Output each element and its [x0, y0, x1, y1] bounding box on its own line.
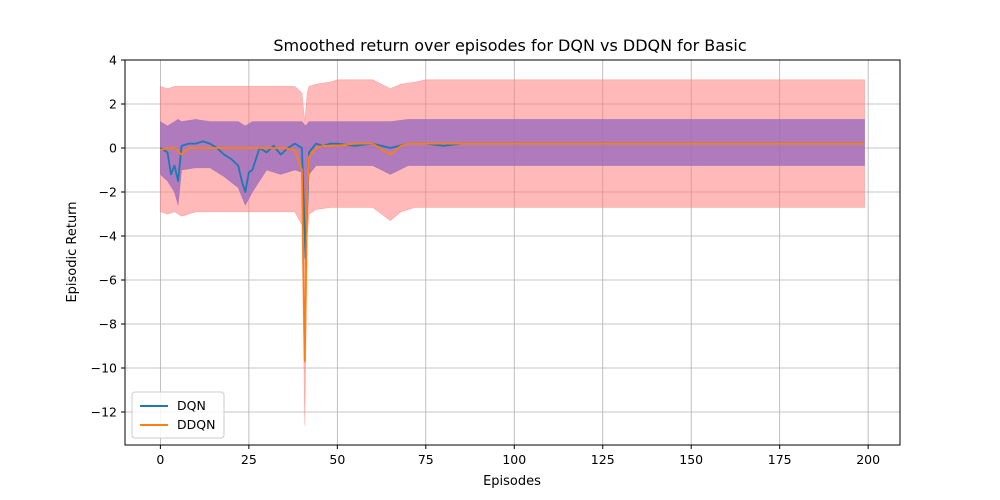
y-tick-label: 0: [109, 141, 117, 156]
ddqn-line: [160, 142, 865, 363]
ddqn-band: [160, 79, 865, 426]
x-tick-label: 75: [418, 452, 434, 467]
legend-dqn-label: DQN: [177, 398, 206, 413]
x-tick-label: 175: [768, 452, 792, 467]
y-tick-label: −12: [91, 405, 117, 420]
y-tick-label: −10: [91, 361, 117, 376]
x-axis-label: Episodes: [483, 474, 541, 489]
y-tick-label: 4: [109, 53, 117, 68]
confidence-bands: [160, 79, 865, 426]
y-tick-label: −2: [99, 185, 117, 200]
y-axis-label: Episodic Return: [65, 201, 80, 302]
x-tick-label: 200: [856, 452, 880, 467]
y-tick-label: −4: [99, 229, 117, 244]
legend-box: [131, 391, 225, 439]
chart-title: Smoothed return over episodes for DQN vs…: [273, 36, 746, 55]
x-tick-label: 125: [591, 452, 615, 467]
x-tick-label: 25: [241, 452, 257, 467]
x-tick-label: 0: [156, 452, 164, 467]
plot-frame: [124, 59, 901, 446]
series-lines: [159, 140, 865, 363]
legend: DQN DDQN: [131, 391, 225, 439]
dqn-band: [160, 119, 865, 270]
x-tick-label: 150: [679, 452, 703, 467]
axis-ticks: 0 25 50 75 100 125 150 175 200 −12 −10 −8 −6 −4 −2 0 2 4: [91, 53, 881, 468]
y-tick-label: 2: [109, 97, 117, 112]
x-tick-label: 100: [502, 452, 526, 467]
legend-ddqn-label: DDQN: [177, 417, 215, 432]
x-tick-label: 50: [329, 452, 345, 467]
y-tick-label: −6: [99, 273, 117, 288]
y-tick-label: −8: [99, 317, 117, 332]
